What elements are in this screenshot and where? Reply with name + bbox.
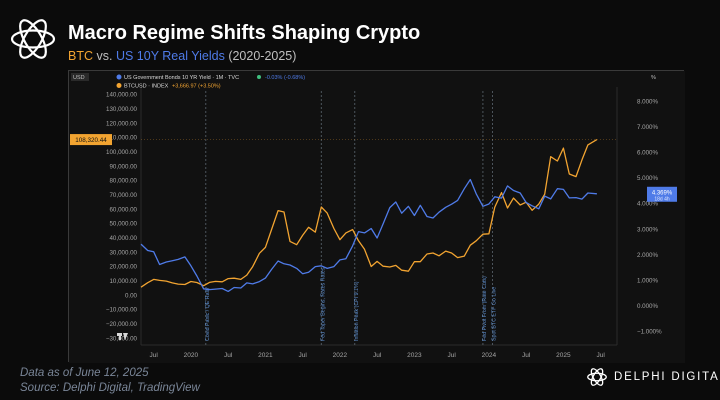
left-tick-label: 110,000.00 [106,135,137,142]
x-tick-label: Jul [373,352,382,359]
right-tick-label: 1.000% [637,277,658,284]
left-tick-label: 50,000.00 [109,221,137,228]
event-label: Inflation Peak (CPI 9.1%) [354,281,360,341]
btc-vs-yield-chart[interactable]: −30,000.00 −20,000.00 −10,000.00 0.00 10,000… [69,71,685,363]
x-tick-label: 2025 [556,352,571,359]
tradingview-logo-icon [117,333,128,340]
x-tick-label: 2021 [258,352,273,359]
x-tick-label: 2022 [333,352,348,359]
yield-price-tag-countdown: 18d 4h [654,196,670,202]
left-tick-label: −20,000.00 [106,321,138,328]
x-tick-label: 2023 [407,352,422,359]
left-tick-label: 60,000.00 [109,206,137,213]
right-tick-label: 6.000% [637,150,658,157]
chart-background [69,71,685,363]
left-tick-label: −30,000.00 [106,335,138,342]
x-tick-label: 2020 [184,352,199,359]
footer-notes: Data as of June 12, 2025 Source: Delphi … [20,366,200,396]
right-tick-label: 7.000% [637,124,658,131]
right-tick-label: 5.000% [637,175,658,182]
btc-price-line [140,139,598,288]
btc-price-tag-label: 108,320.44 [75,137,107,144]
subtitle-range: (2020-2025) [228,49,297,63]
usd-axis-tag [71,73,89,81]
left-tick-label: 0.00 [125,292,138,299]
left-tick-label: 100,000.00 [106,149,138,156]
event-label: Spot BTC ETF Go Live [492,287,498,341]
x-tick-label: Jul [596,352,605,359]
page-subtitle: BTC vs. US 10Y Real Yields (2020-2025) [68,49,296,63]
page-title: Macro Regime Shifts Shaping Crypto [68,22,421,44]
us10y-yield-line [140,178,597,293]
chart-panel[interactable]: −30,000.00 −20,000.00 −10,000.00 0.00 10,000… [68,70,685,363]
yield-price-tag [647,186,677,202]
data-date-note: Data as of June 12, 2025 [20,367,149,379]
usd-axis-tag-label: USD [73,75,85,81]
right-tick-label: 0.000% [637,303,658,310]
x-tick-label: Jul [150,352,159,359]
left-tick-label: 140,000.00 [106,92,138,99]
x-tick-label: Jul [298,352,307,359]
subtitle-btc: BTC [68,49,93,63]
left-tick-label: 20,000.00 [109,264,137,271]
x-tick-label: Jul [224,352,233,359]
pct-axis-tag-label: % [651,75,656,81]
left-tick-label: 120,000.00 [106,120,138,127]
left-tick-label: −10,000.00 [106,307,138,314]
right-tick-label: 4.000% [637,201,658,208]
legend-yield-label: US Government Bonds 10 YR Yield · 1M · T… [124,75,239,81]
subtitle-vs: vs. [96,49,113,63]
left-tick-label: 40,000.00 [109,235,137,242]
tv-logo-triangle [123,333,128,340]
event-label: Fed Taper Begins, Rates Rates [320,267,326,341]
right-tick-label: 3.000% [637,226,658,233]
delphi-logo-icon [10,19,56,59]
btc-price-tag [70,134,112,146]
legend-btc-change: +3,666.97 (+3.50%) [172,84,221,90]
x-tick-label: Jul [522,352,531,359]
x-tick-label: Jul [447,352,456,359]
left-tick-label: 90,000.00 [109,163,137,170]
brand-name: DELPHI DIGITAL [614,371,720,383]
btc-coin-icon [116,83,122,88]
right-tick-label: 8.000% [637,99,658,106]
brand-mark: DELPHI DIGITAL [586,366,720,388]
left-tick-label: 70,000.00 [109,192,137,199]
us-flag-icon [116,74,122,80]
event-label: Fed Pivot From (Rate Cuts) [482,276,488,341]
left-tick-label: 130,000.00 [106,106,138,113]
x-tick-label: 2024 [482,352,497,359]
legend-yield-change: -0.03% (-0.68%) [265,75,305,81]
left-tick-label: 30,000.00 [109,249,137,256]
event-label: Covid Panic / QE Rally [205,287,211,341]
yield-price-tag-label: 4.369% [652,190,673,196]
market-open-dot-icon [257,75,261,79]
tv-logo-stem [119,333,121,340]
left-tick-label: 10,000.00 [109,278,137,285]
delphi-brand-icon [587,368,607,386]
legend-btc-label: BTCUSD · INDEX [124,84,169,90]
right-tick-label: 2.000% [637,252,658,259]
right-tick-label: −1.000% [637,328,662,335]
subtitle-yield: US 10Y Real Yields [115,49,225,63]
left-tick-label: 80,000.00 [109,178,137,185]
source-note: Source: Delphi Digital, TradingView [20,382,200,394]
